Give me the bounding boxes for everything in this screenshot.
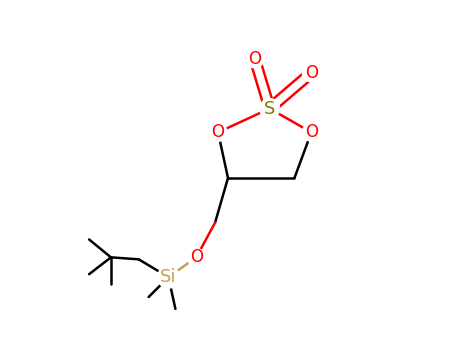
Text: O: O <box>305 123 318 141</box>
Text: Si: Si <box>160 268 177 286</box>
Text: O: O <box>190 248 203 266</box>
Circle shape <box>157 266 179 288</box>
Text: O: O <box>212 123 225 141</box>
Text: S: S <box>264 99 275 118</box>
Circle shape <box>246 50 264 68</box>
Circle shape <box>209 124 227 141</box>
Circle shape <box>187 248 205 266</box>
Circle shape <box>260 99 279 118</box>
Text: O: O <box>248 50 261 68</box>
Text: O: O <box>305 64 318 82</box>
Circle shape <box>303 124 320 141</box>
Circle shape <box>303 64 320 82</box>
